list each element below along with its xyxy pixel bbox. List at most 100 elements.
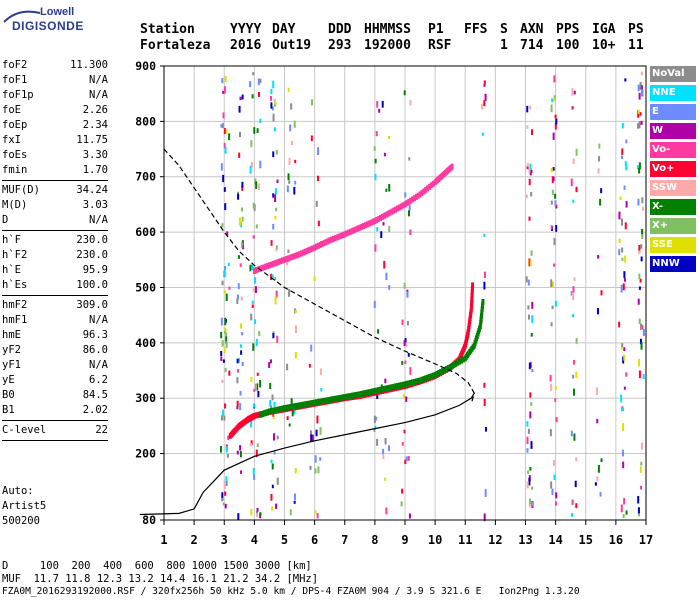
param-row-he: h`E 95.9 [2,263,108,278]
echo-point [530,333,533,337]
echo-point [239,344,242,348]
trace-point [313,244,317,251]
header-value-ddd: 293 [328,38,352,53]
echo-point [276,335,279,343]
param-value: 1.70 [82,164,108,176]
echo-point [222,502,225,506]
echo-point [597,464,600,473]
x-tick-label: 4 [251,533,258,547]
echo-point [528,258,531,267]
echo-point [575,457,578,462]
echo-point [259,379,262,388]
trace-point [375,216,379,223]
x-tick-label: 6 [311,533,318,547]
echo-point [621,247,624,253]
trace-point [318,398,322,405]
header-value-iga: 10+ [592,38,616,53]
trace-point [431,180,435,187]
echo-point [637,495,640,504]
echo-point [274,188,277,195]
trace-point [254,267,258,274]
param-value: 2.34 [82,119,108,131]
trace-point [337,233,341,240]
param-value: 11.75 [76,134,108,146]
echo-point [250,161,253,168]
trace-point [335,395,339,402]
trace-point [388,384,392,391]
trace-point [470,299,474,306]
trace-point [437,370,441,377]
trace-point [480,305,484,312]
echo-point [257,183,260,190]
echo-point [225,341,228,348]
echo-point [640,71,643,76]
echo-point [575,503,578,509]
echo-scatter [219,71,645,522]
echo-point [622,283,625,291]
param-label: foEp [2,119,28,131]
echo-point [226,453,229,458]
echo-point [640,256,643,262]
echo-point [400,501,403,507]
param-row-fmin: fmin 1.70 [2,163,108,178]
echo-point [224,503,227,509]
echo-point [222,174,225,183]
echo-point [252,468,255,475]
echo-point [255,338,258,347]
echo-point [250,140,253,148]
param-label: foEs [2,149,28,161]
echo-point [573,388,576,396]
echo-point [252,403,255,408]
echo-point [374,158,377,164]
param-row-hes: h`Es 100.0 [2,278,108,293]
echo-point [237,513,240,521]
trace-point [416,377,420,384]
echo-point [376,438,379,446]
trace-point [283,405,286,412]
param-row-foep: foEp 2.34 [2,118,108,133]
trace-point [281,257,285,264]
trace-point [307,400,311,407]
echo-point [550,481,553,489]
echo-point [270,89,273,95]
echo-point [551,98,554,103]
echo-point [622,514,625,518]
echo-point [274,101,277,105]
echo-point [408,157,411,161]
trace-point [322,240,326,247]
trace-point [347,393,351,400]
echo-point [220,331,223,339]
trace-point [316,242,320,249]
header-value-pps: 100 [556,38,580,53]
trace-point [373,387,377,394]
trace-point [479,312,483,319]
trace-point [256,266,260,273]
echo-point [570,430,573,437]
trace-point [418,377,422,384]
y-tick-label: 800 [135,114,156,128]
echo-point [405,456,408,462]
echo-point [290,140,293,146]
echo-point [221,492,224,500]
echo-point [555,224,558,232]
trace-point [481,302,485,309]
echo-point [388,225,391,232]
trace-point [399,382,403,389]
echo-point [315,200,318,207]
trace-point [328,396,332,403]
echo-point [239,450,242,458]
echo-point [551,281,554,288]
trace-point [352,227,356,234]
profile-lines [139,148,475,516]
trace-point [469,306,473,313]
trace-point [354,226,358,233]
echo-point [598,156,601,162]
echo-point [256,507,259,512]
legend-item: NNW [650,256,696,272]
trace-point [307,247,311,254]
trace-point [273,407,277,414]
trace-point [286,255,290,262]
echo-point [251,263,254,271]
trace-point [480,309,484,316]
param-group-virtual-heights: h`F 230.0 h`F2 230.0 h`E 95.9 h`Es 100.0 [2,233,108,293]
